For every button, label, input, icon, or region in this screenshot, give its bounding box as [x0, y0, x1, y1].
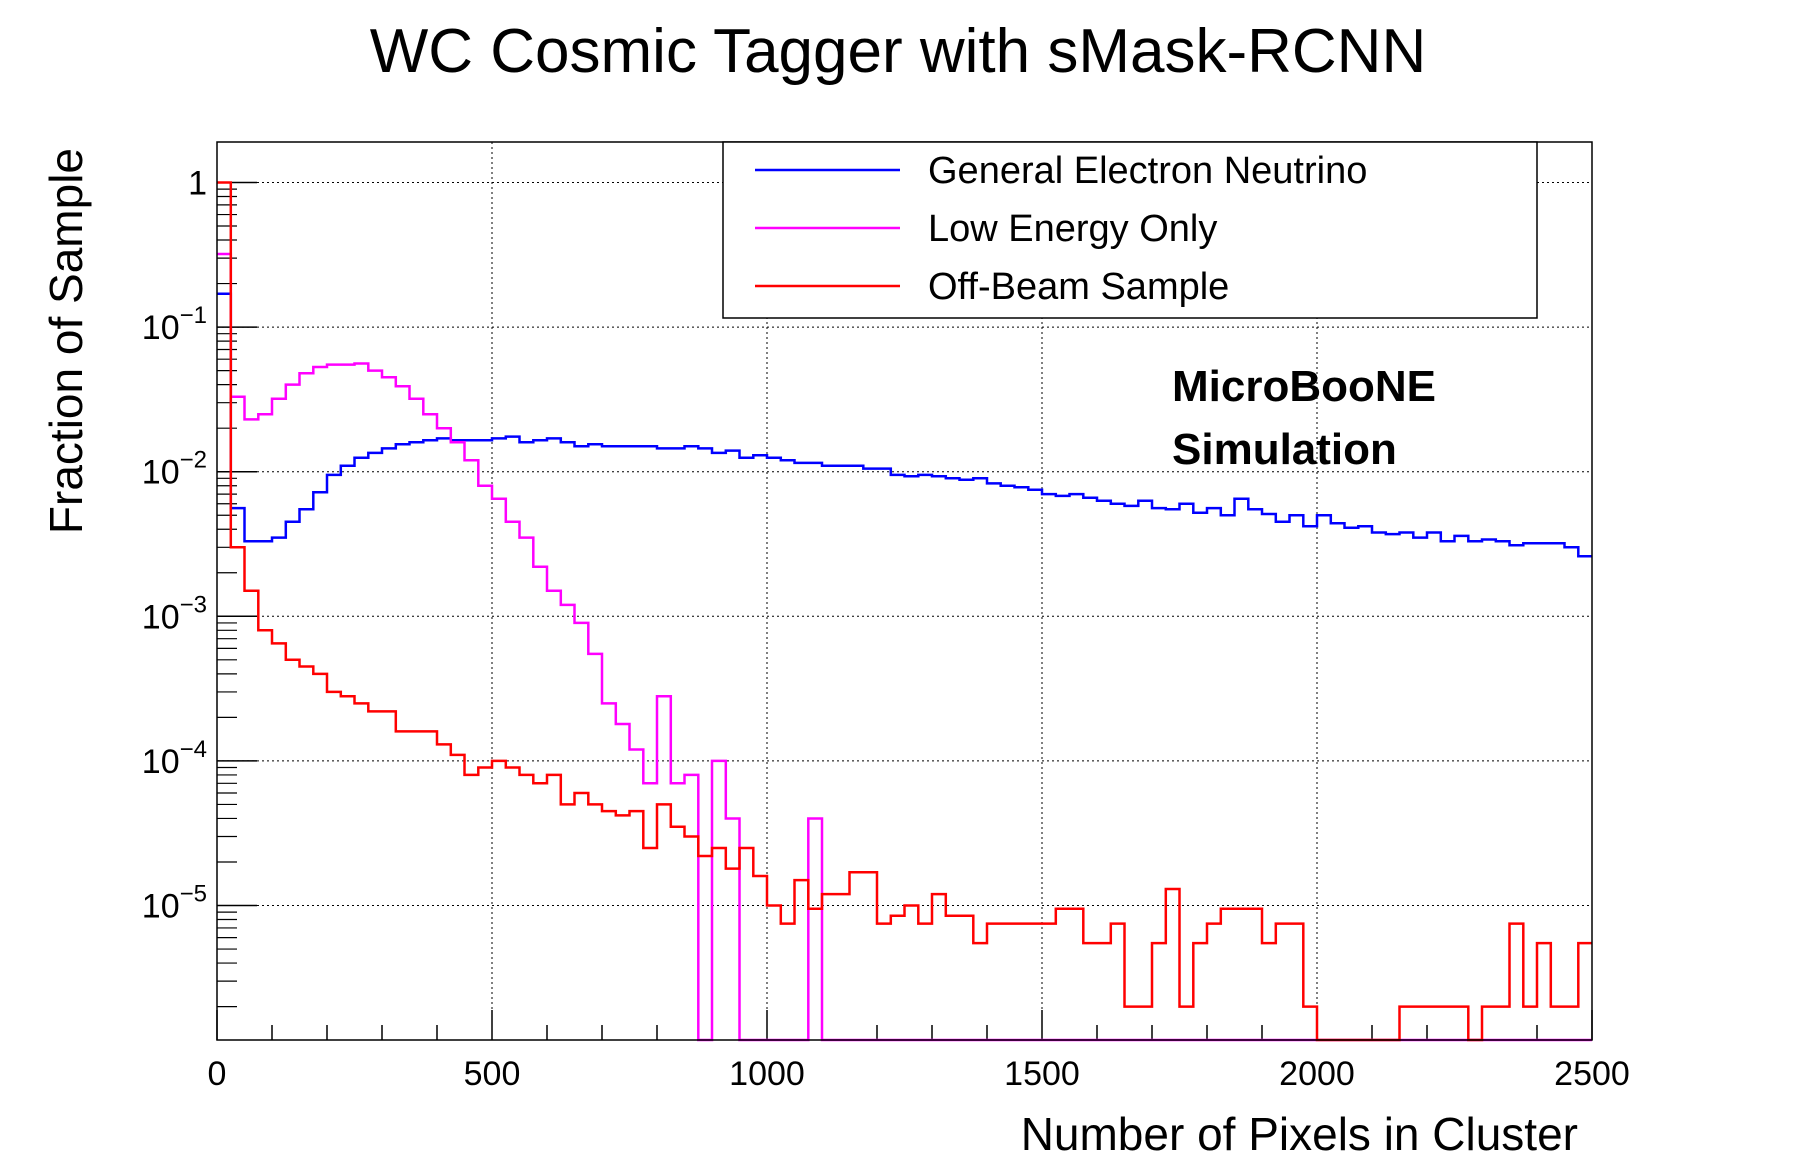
- legend-entry-low-energy-only: Low Energy Only: [928, 208, 1217, 250]
- y-tick-label: 10−3: [142, 591, 207, 636]
- x-tick-label: 500: [464, 1055, 521, 1093]
- x-tick-label: 1000: [729, 1055, 805, 1093]
- y-tick-label: 10−1: [142, 302, 207, 347]
- x-tick-label: 1500: [1004, 1055, 1080, 1093]
- x-tick-labels: 0 500 1000 1500 2000 2500: [208, 1055, 1630, 1093]
- legend-entry-off-beam-sample: Off-Beam Sample: [928, 266, 1229, 308]
- series-general-electron-neutrino: [217, 292, 1592, 558]
- y-tick-label: 10−5: [142, 881, 207, 926]
- y-axis-label: Fraction of Sample: [40, 148, 92, 534]
- x-tick-label: 2500: [1554, 1055, 1630, 1093]
- legend-entry-general-electron-neutrino: General Electron Neutrino: [928, 150, 1367, 192]
- chart-title: WC Cosmic Tagger with sMask-RCNN: [370, 17, 1426, 86]
- annotation-line-2: Simulation: [1172, 425, 1397, 474]
- y-tick-labels: 1 10−1 10−2 10−3 10−4 10−5: [142, 164, 207, 925]
- y-tick-label: 10−2: [142, 447, 207, 492]
- x-tick-label: 2000: [1279, 1055, 1355, 1093]
- series-off-beam-sample: [217, 181, 1592, 1042]
- x-tick-label: 0: [208, 1055, 227, 1093]
- x-axis-label: Number of Pixels in Cluster: [1021, 1108, 1578, 1160]
- legend: General Electron Neutrino Low Energy Only…: [722, 141, 1538, 319]
- y-tick-label: 1: [188, 164, 207, 202]
- y-tick-label: 10−4: [142, 736, 207, 781]
- legend-box: [722, 141, 1538, 319]
- annotation-line-1: MicroBooNE: [1172, 362, 1436, 411]
